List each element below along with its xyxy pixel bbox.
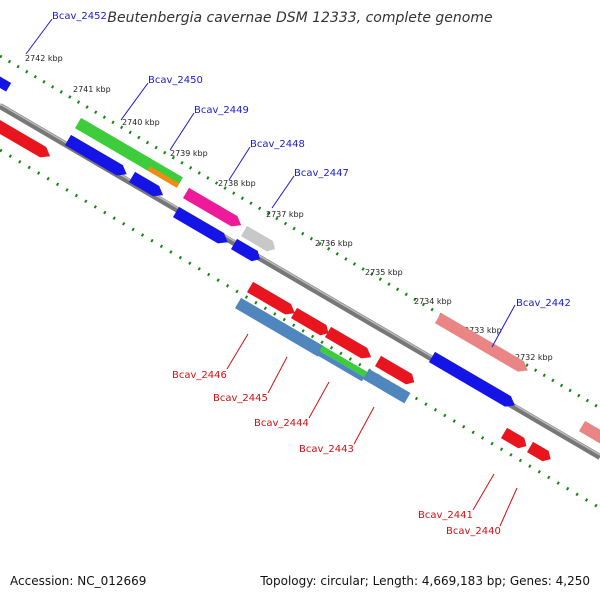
gene-feature-bcav-2444[interactable] [319,345,368,378]
gene-feature-bcav-2442[interactable] [434,312,531,376]
topology-text: Topology: circular; Length: 4,669,183 bp… [259,574,590,588]
gene-feature-orange[interactable] [147,166,180,188]
gene-label-bcav-2449[interactable]: Bcav_2449 [194,105,249,116]
gene-label-bcav-2450[interactable]: Bcav_2450 [148,75,203,86]
tick-label: 2737 kbp [266,210,304,219]
gene-feature-red-b[interactable] [290,307,332,339]
gene-feature-bcav-2445[interactable] [316,350,365,382]
tick-label: 2742 kbp [25,54,63,63]
gene-feature-right-salmon[interactable] [578,420,600,447]
gene-feature-left-red[interactable] [0,116,53,162]
tick-label: 2734 kbp [414,297,452,306]
gene-label-bcav-2441[interactable]: Bcav_2441 [418,510,473,521]
gene-features [0,73,600,464]
gene-label-bcav-2440[interactable]: Bcav_2440 [446,526,501,537]
tick-label: 2740 kbp [122,118,160,127]
gene-feature-blue-b[interactable] [128,171,166,201]
gene-feature-blue-a[interactable] [64,134,130,180]
gene-label-bcav-2452[interactable]: Bcav_2452 [52,11,107,22]
gene-label-bcav-2446[interactable]: Bcav_2446 [172,370,227,381]
gene-label-bcav-2448[interactable]: Bcav_2448 [250,139,305,150]
tick-label: 2736 kbp [315,239,353,248]
gene-feature-bcav-2441[interactable] [500,427,530,451]
gene-feature-red-a[interactable] [246,281,298,319]
gene-feature-bcav-2443[interactable] [362,368,411,404]
gene-feature-bcav-2440[interactable] [526,441,554,464]
gene-feature-bcav-2447[interactable] [240,225,278,255]
map-title: Beutenbergia cavernae DSM 12333, complet… [107,10,492,26]
gene-label-bcav-2447[interactable]: Bcav_2447 [294,168,349,179]
gene-label-bcav-2444[interactable]: Bcav_2444 [254,418,309,429]
gene-feature-bcav-2448[interactable] [182,187,244,231]
gene-label-bcav-2443[interactable]: Bcav_2443 [299,444,354,455]
gene-feature-blue-e[interactable] [428,351,518,411]
tick-label: 2732 kbp [515,353,553,362]
tick-label: 2739 kbp [170,149,208,158]
label-leader-lines [25,18,518,527]
gene-label-bcav-2445[interactable]: Bcav_2445 [213,393,268,404]
gene-feature-red-d[interactable] [374,355,417,388]
gene-feature-blue-c[interactable] [172,206,231,248]
tick-label: 2735 kbp [365,268,403,277]
gene-feature-red-c[interactable] [324,326,374,363]
tick-label: 2738 kbp [218,179,256,188]
gene-label-bcav-2442[interactable]: Bcav_2442 [516,298,571,309]
gene-feature-bcav-2452[interactable] [0,73,12,92]
gene-feature-blue-d[interactable] [230,238,263,264]
accession-text: Accession: NC_012669 [10,574,146,588]
gene-feature-bcav-2446[interactable] [234,297,324,357]
tick-label: 2733 kbp [464,326,502,335]
tick-label: 2741 kbp [73,85,111,94]
